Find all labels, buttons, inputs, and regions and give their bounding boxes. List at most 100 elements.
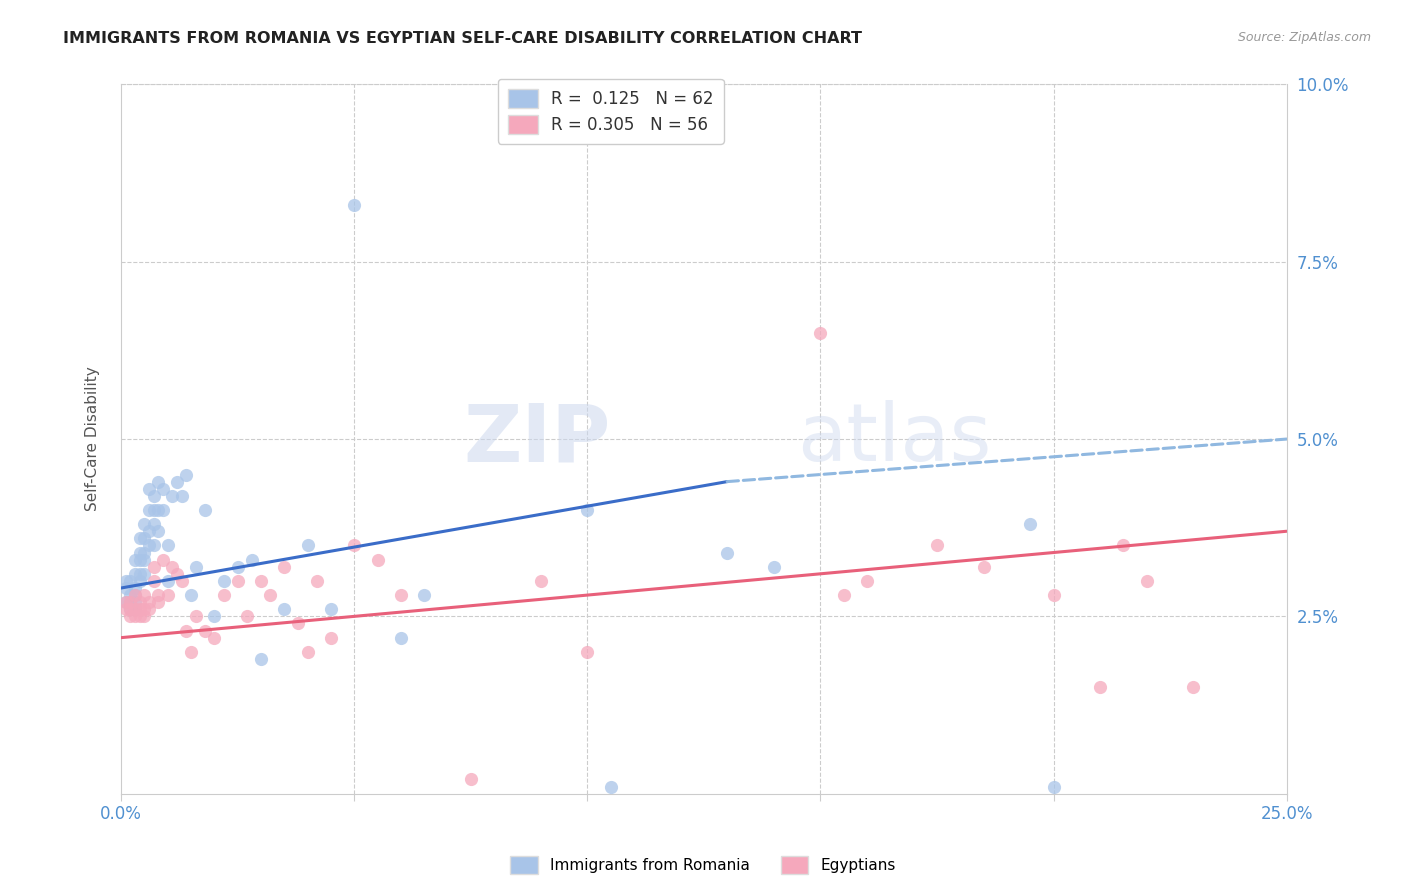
Point [166, 475, 188, 489]
Point [1019, 517, 1042, 532]
Point [856, 574, 879, 588]
Point [128, 602, 150, 616]
Point [142, 503, 165, 517]
Point [343, 538, 366, 552]
Point [180, 588, 202, 602]
Point [226, 559, 249, 574]
Point [1136, 574, 1159, 588]
Point [202, 609, 225, 624]
Point [460, 772, 482, 787]
Point [134, 532, 156, 546]
Point [128, 595, 150, 609]
Point [194, 503, 217, 517]
Point [134, 566, 156, 581]
Text: IMMIGRANTS FROM ROMANIA VS EGYPTIAN SELF-CARE DISABILITY CORRELATION CHART: IMMIGRANTS FROM ROMANIA VS EGYPTIAN SELF… [63, 31, 862, 46]
Point [138, 503, 160, 517]
Point [124, 566, 146, 581]
Legend: R =  0.125   N = 62, R = 0.305   N = 56: R = 0.125 N = 62, R = 0.305 N = 56 [498, 78, 724, 144]
Point [124, 602, 146, 616]
Point [1182, 681, 1205, 695]
Point [124, 581, 146, 595]
Point [142, 517, 165, 532]
Point [162, 489, 184, 503]
Point [124, 588, 146, 602]
Point [138, 482, 160, 496]
Point [273, 602, 295, 616]
Point [128, 545, 150, 559]
Point [124, 602, 146, 616]
Point [236, 609, 259, 624]
Point [114, 595, 136, 609]
Point [202, 631, 225, 645]
Point [138, 524, 160, 539]
Point [810, 326, 832, 340]
Point [599, 780, 621, 794]
Point [176, 624, 198, 638]
Point [1088, 681, 1111, 695]
Point [297, 538, 319, 552]
Point [273, 559, 295, 574]
Point [124, 552, 146, 566]
Point [576, 503, 599, 517]
Legend: Immigrants from Romania, Egyptians: Immigrants from Romania, Egyptians [505, 850, 901, 880]
Point [134, 609, 156, 624]
Text: ZIP: ZIP [464, 400, 610, 478]
Text: Source: ZipAtlas.com: Source: ZipAtlas.com [1237, 31, 1371, 45]
Point [240, 552, 263, 566]
Point [166, 566, 188, 581]
Point [297, 645, 319, 659]
Point [250, 574, 273, 588]
Point [114, 581, 136, 595]
Point [226, 574, 249, 588]
Point [152, 503, 174, 517]
Point [114, 574, 136, 588]
Point [212, 574, 235, 588]
Point [1112, 538, 1135, 552]
Point [120, 595, 142, 609]
Point [176, 467, 198, 482]
Point [142, 559, 165, 574]
Point [152, 482, 174, 496]
Point [148, 475, 170, 489]
Point [184, 559, 207, 574]
Point [389, 588, 412, 602]
Point [138, 595, 160, 609]
Point [142, 574, 165, 588]
Point [1042, 588, 1064, 602]
Point [128, 532, 150, 546]
Point [124, 595, 146, 609]
Point [128, 609, 150, 624]
Point [832, 588, 855, 602]
Y-axis label: Self-Care Disability: Self-Care Disability [86, 367, 100, 511]
Point [259, 588, 281, 602]
Point [148, 588, 170, 602]
Point [114, 602, 136, 616]
Text: atlas: atlas [797, 400, 991, 478]
Point [134, 517, 156, 532]
Point [120, 609, 142, 624]
Point [134, 602, 156, 616]
Point [142, 538, 165, 552]
Point [343, 198, 366, 212]
Point [367, 552, 389, 566]
Point [389, 631, 412, 645]
Point [152, 552, 174, 566]
Point [128, 552, 150, 566]
Point [250, 652, 273, 666]
Point [142, 489, 165, 503]
Point [134, 552, 156, 566]
Point [148, 524, 170, 539]
Point [148, 595, 170, 609]
Point [120, 602, 142, 616]
Point [716, 545, 738, 559]
Point [156, 588, 179, 602]
Point [120, 574, 142, 588]
Point [114, 595, 136, 609]
Point [156, 538, 179, 552]
Point [305, 574, 328, 588]
Point [134, 588, 156, 602]
Point [576, 645, 599, 659]
Point [120, 595, 142, 609]
Point [120, 588, 142, 602]
Point [319, 602, 342, 616]
